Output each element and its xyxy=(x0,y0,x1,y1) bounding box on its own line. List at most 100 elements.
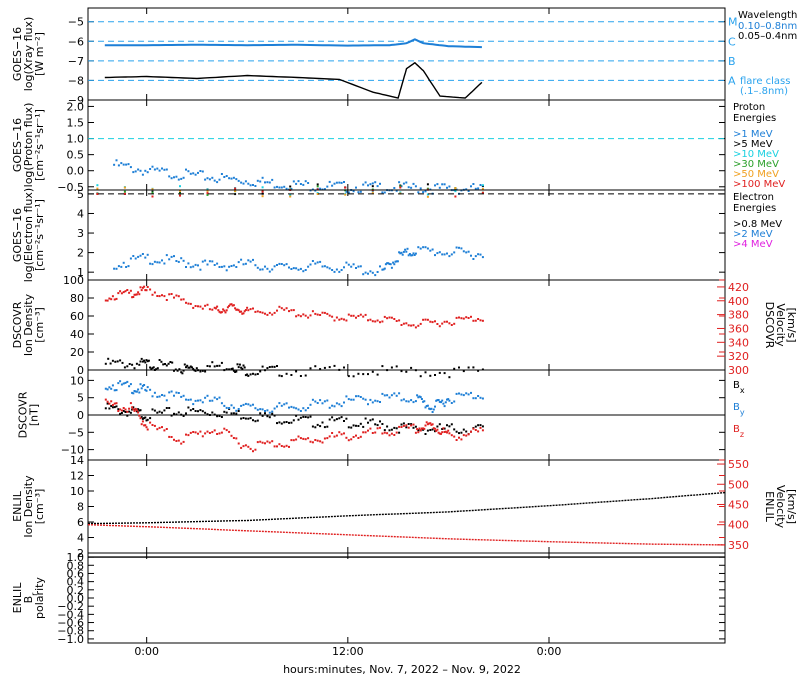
data-point xyxy=(382,268,385,271)
data-point xyxy=(441,322,444,325)
data-point xyxy=(367,421,369,424)
data-point xyxy=(194,263,197,266)
data-point xyxy=(276,309,278,312)
data-point xyxy=(309,415,312,418)
data-point xyxy=(316,261,319,264)
data-point xyxy=(137,411,140,414)
data-point xyxy=(185,412,187,415)
data-point xyxy=(151,191,154,194)
data-point xyxy=(206,192,209,195)
legend-title: Energies xyxy=(733,113,776,124)
data-point xyxy=(197,399,199,402)
data-point xyxy=(390,366,393,369)
data-point xyxy=(244,402,247,405)
data-point xyxy=(331,416,334,419)
data-point xyxy=(444,430,447,433)
data-point xyxy=(254,448,257,451)
data-point xyxy=(218,310,221,313)
data-point xyxy=(194,369,197,372)
data-point xyxy=(271,178,274,181)
data-point xyxy=(110,405,113,407)
data-point xyxy=(175,260,178,262)
data-point xyxy=(278,186,281,189)
data-point xyxy=(352,190,355,193)
data-point xyxy=(326,266,329,269)
data-point xyxy=(188,366,191,369)
data-point xyxy=(232,437,235,439)
data-point xyxy=(230,368,233,370)
data-point xyxy=(113,298,116,301)
data-point xyxy=(185,366,187,369)
data-point xyxy=(299,267,302,270)
data-point xyxy=(319,440,322,443)
y2-tick-label: 340 xyxy=(728,336,749,349)
data-point xyxy=(170,255,173,258)
data-point xyxy=(213,306,216,309)
data-point xyxy=(144,289,147,292)
data-point xyxy=(268,181,271,184)
data-point xyxy=(436,428,439,431)
data-point xyxy=(359,190,362,193)
data-point xyxy=(261,268,264,271)
data-point xyxy=(460,431,463,434)
data-point xyxy=(151,188,154,191)
data-point xyxy=(453,428,456,431)
data-point xyxy=(266,415,269,418)
data-point xyxy=(187,302,190,305)
data-point xyxy=(194,305,197,307)
data-point xyxy=(180,298,183,301)
data-point xyxy=(244,262,247,265)
data-point xyxy=(393,263,396,266)
data-point xyxy=(285,421,288,423)
data-point xyxy=(280,307,283,310)
data-point xyxy=(273,407,276,410)
data-point xyxy=(230,265,233,267)
data-point xyxy=(120,265,123,268)
data-point xyxy=(189,431,192,434)
data-point xyxy=(176,369,179,372)
data-point xyxy=(381,320,384,323)
data-point xyxy=(156,367,159,370)
data-point xyxy=(345,319,348,322)
data-point xyxy=(442,402,445,405)
data-point xyxy=(462,434,465,437)
data-point xyxy=(410,424,413,427)
data-point xyxy=(224,311,227,314)
data-point xyxy=(232,304,235,307)
data-point xyxy=(177,411,180,414)
data-point xyxy=(168,175,171,178)
data-point xyxy=(244,444,247,447)
data-point xyxy=(237,261,240,264)
data-point xyxy=(107,357,110,360)
data-point xyxy=(252,258,254,261)
data-point xyxy=(264,410,266,412)
data-point xyxy=(333,419,336,422)
data-point xyxy=(141,384,144,387)
data-point xyxy=(446,320,448,323)
data-point xyxy=(168,407,171,409)
data-point xyxy=(143,285,146,288)
data-point xyxy=(412,252,415,255)
data-point xyxy=(335,268,338,271)
data-point xyxy=(133,409,136,412)
data-point xyxy=(447,429,450,432)
data-point xyxy=(201,307,204,310)
data-point xyxy=(290,405,293,408)
data-point xyxy=(441,428,444,430)
data-point xyxy=(417,429,420,432)
data-point xyxy=(446,398,448,401)
data-point xyxy=(400,426,403,428)
data-point xyxy=(152,366,155,369)
data-point xyxy=(369,398,372,401)
data-point xyxy=(347,375,350,378)
data-point xyxy=(178,368,181,371)
data-point xyxy=(393,434,396,436)
data-point xyxy=(395,320,398,322)
y-tick-label: −0.6 xyxy=(57,617,84,630)
data-point xyxy=(472,183,475,185)
data-point xyxy=(264,442,266,445)
data-point xyxy=(192,367,195,370)
y-axis-label: [cm⁻³] xyxy=(33,307,46,343)
data-point xyxy=(165,364,168,367)
data-point xyxy=(364,313,367,316)
